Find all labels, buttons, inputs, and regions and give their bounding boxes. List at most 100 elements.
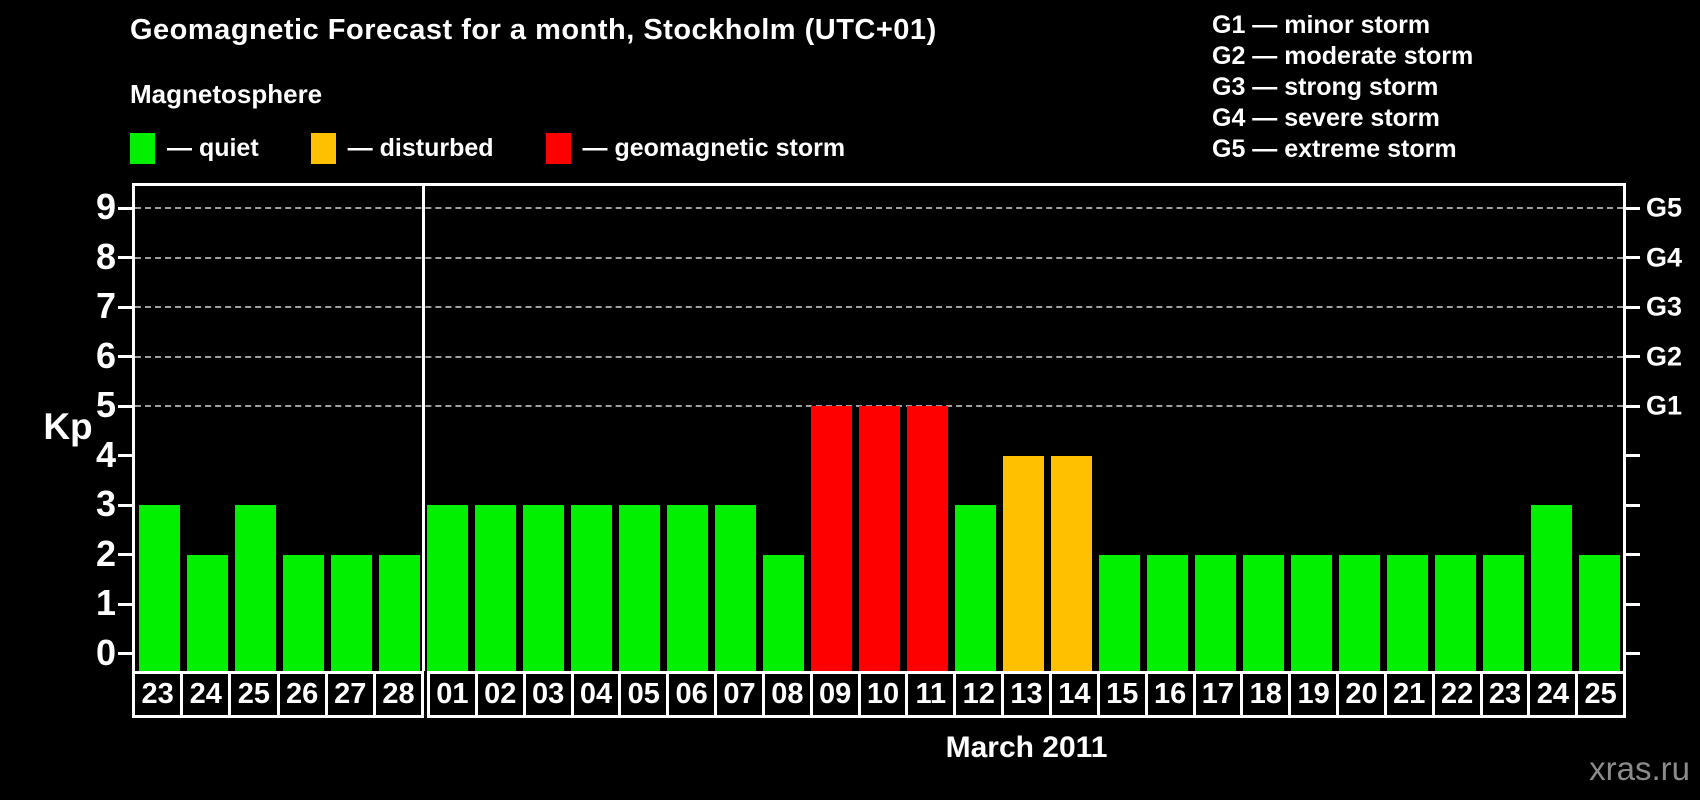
y-axis-tick-label: 7 [95,285,116,327]
legend-item-storm: — geomagnetic storm [545,132,846,164]
x-axis-date-cell: 15 [1096,674,1145,715]
x-axis-date-cell: 03 [522,674,571,715]
x-axis-date-cell: 27 [324,674,373,715]
storm-scale-legend: G1 — minor storm G2 — moderate storm G3 — … [1212,10,1473,165]
storm-color-swatch [545,132,571,164]
y-axis-tick-label: 0 [95,631,116,673]
y-axis-tick-right [1626,256,1640,260]
x-axis-date-cell: 10 [857,674,906,715]
plot-area [118,183,1640,671]
kp-bar [1578,554,1620,671]
x-axis-date-cell: 07 [714,674,762,715]
x-axis-date-cell: 17 [1192,674,1241,715]
kp-bar [1098,554,1140,671]
x-axis-date-cell: 01 [436,678,469,710]
watermark: xras.ru [1589,750,1690,787]
x-axis-march-dates: 01 02 03 04 05 06 07 08 09 10 11 12 13 14 15 16 17 18 19 20… [427,671,1626,718]
y-axis-tick-right [1626,404,1640,408]
g-scale-axis-label: G1 [1646,390,1683,421]
y-axis-tick-label: 5 [95,384,116,426]
y-axis-tick-right [1626,602,1640,606]
legend-item-disturbed: — disturbed [310,132,494,164]
kp-bar [474,505,516,671]
kp-bar [138,505,180,671]
kp-bar [522,505,564,671]
storm-scale-line: G1 — minor storm [1212,11,1431,39]
g-scale-axis-label: G4 [1646,242,1683,273]
kp-bar [186,554,228,671]
storm-scale-line: G2 — moderate storm [1212,42,1474,70]
y-axis-tick-label: 6 [95,334,116,376]
y-axis-tick-left [118,454,132,458]
legend-item-label: — quiet [167,133,259,162]
x-axis-date-cell: 02 [474,674,523,715]
y-axis-tick-left [118,206,132,210]
x-axis-date-cell: 11 [905,674,953,715]
kp-gridline [135,256,1623,259]
x-axis-date-cell: 05 [618,674,666,715]
x-axis-february-dates: 23 24 25 26 27 28 [132,671,424,718]
x-axis-date-cell: 16 [1144,674,1193,715]
kp-bar [714,505,756,671]
x-axis-date-cell: 12 [953,674,1001,715]
kp-bar [1530,505,1572,671]
kp-bar [282,554,324,671]
y-axis-tick-right [1626,503,1640,507]
x-axis-date-cell: 24 [180,674,228,715]
kp-bar [906,406,948,671]
y-axis-title: Kp [43,406,93,447]
y-axis-tick-left [118,652,132,656]
y-axis-tick-label: 8 [95,235,116,277]
disturbed-color-swatch [310,132,336,164]
x-axis-date-cell: 25 [228,674,276,715]
kp-gridline [135,355,1623,358]
x-axis-date-cell: 09 [809,674,858,715]
y-axis-tick-right [1626,454,1640,458]
x-axis-date-cell: 25 [1575,674,1623,715]
x-axis-date-cell: 19 [1288,674,1336,715]
kp-bar [762,554,804,671]
x-axis-date-cell: 23 [141,678,174,710]
kp-bar [666,505,708,671]
legend-item-label: — geomagnetic storm [582,133,846,162]
y-axis-tick-left [118,355,132,359]
g-scale-axis-label: G2 [1646,341,1683,372]
kp-gridline [135,306,1623,309]
y-axis-tick-right [1626,652,1640,656]
y-axis-tick-left [118,602,132,606]
kp-bar [234,505,276,671]
kp-bar [810,406,852,671]
y-axis-tick-label: 2 [95,532,116,574]
x-axis-date-cell: 22 [1431,674,1480,715]
x-axis-date-cell: 06 [666,674,714,715]
x-axis-date-cell: 23 [1479,674,1528,715]
kp-bar [954,505,996,671]
kp-bar [1194,554,1236,671]
kp-bar [330,554,372,671]
y-axis-tick-label: 3 [95,483,116,525]
kp-bar [618,505,660,671]
kp-bar [858,406,900,671]
x-axis-date-cell: 21 [1383,674,1432,715]
chart-title: Geomagnetic Forecast for a month, Stockh… [130,14,937,46]
y-axis-tick-label: 9 [95,186,116,228]
kp-bar [426,505,468,671]
x-axis-date-cell: 13 [1001,674,1049,715]
y-axis-tick-left [118,503,132,507]
y-axis-tick-left [118,256,132,260]
kp-bar [1290,554,1332,671]
magnetosphere-legend-heading: Magnetosphere [130,79,323,109]
x-axis-date-cell: 28 [372,674,421,715]
kp-bar [1002,455,1044,671]
kp-gridline [135,207,1623,210]
kp-bar [570,505,612,671]
month-separator-line [421,186,425,671]
kp-bar [1242,554,1284,671]
magnetosphere-legend: — quiet — disturbed — geomagnetic storm [130,132,897,164]
y-axis-tick-label: 4 [95,433,116,475]
y-axis-tick-label: 1 [95,582,116,624]
storm-scale-line: G4 — severe storm [1212,104,1440,132]
y-axis-tick-right [1626,305,1640,309]
g-scale-axis-label: G3 [1646,291,1683,322]
